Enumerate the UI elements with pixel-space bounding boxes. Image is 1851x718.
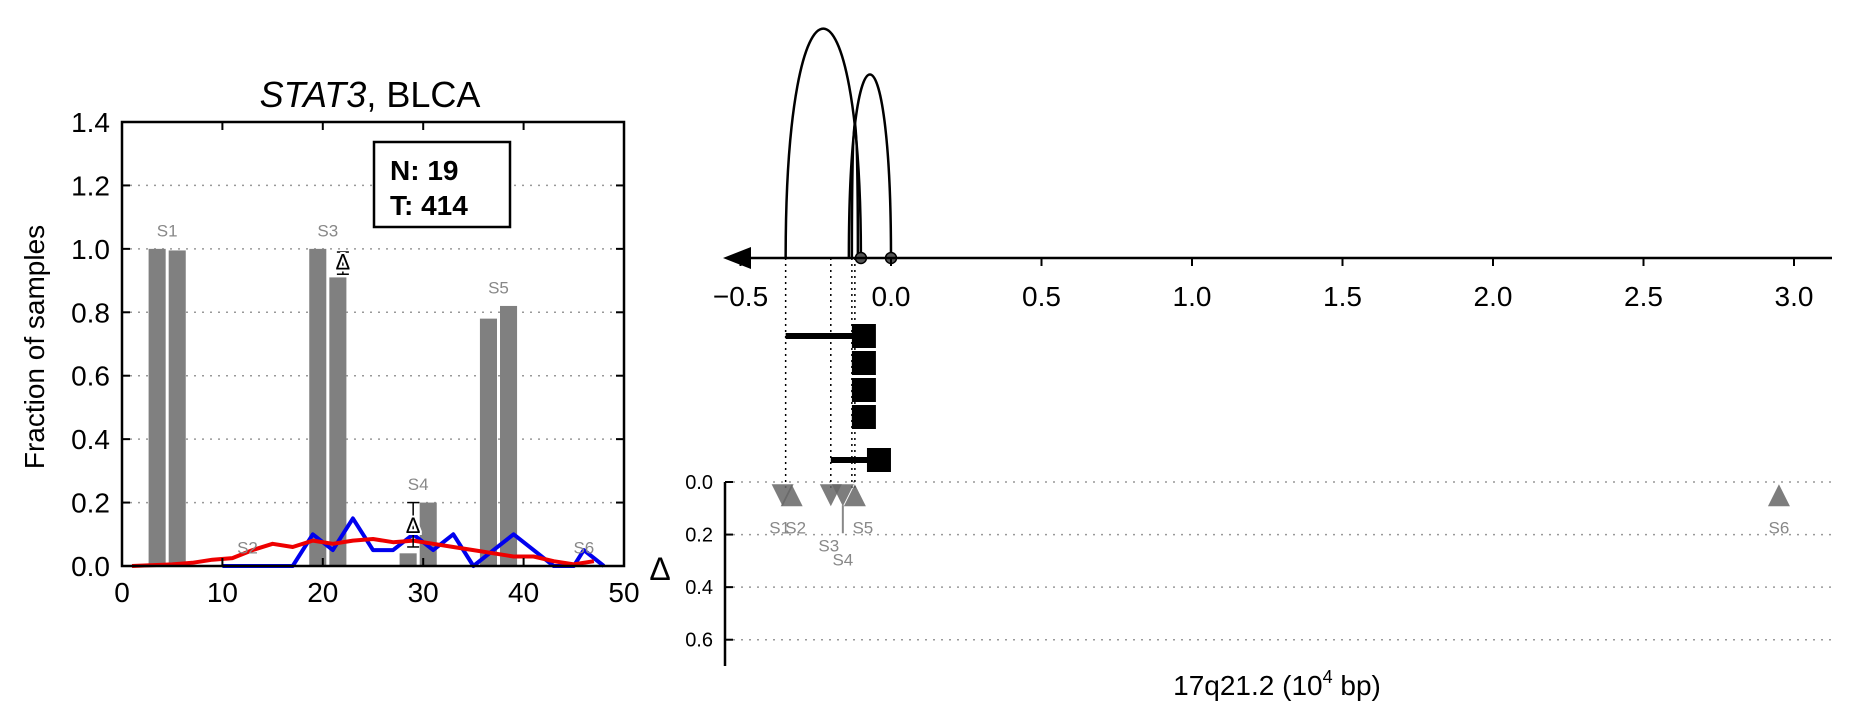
axis-arrow-icon (723, 247, 751, 269)
bar (479, 318, 497, 566)
delta-marker: Δ (406, 513, 421, 538)
genomic-xtick-label: 2.5 (1624, 281, 1663, 312)
left-segment-labels: S1 S2 S3 S4 S5 S6 (157, 222, 594, 558)
segment-triangle-label: S4 (832, 550, 853, 569)
segment-label: S5 (488, 279, 509, 298)
segment-triangle-label: S3 (818, 536, 839, 555)
segment-triangle (831, 484, 854, 507)
left-ytick-label: 1.4 (71, 107, 110, 138)
left-bars (148, 248, 518, 566)
right-ylabel: Δ (649, 551, 670, 587)
segment-triangle-label: S1 (769, 518, 790, 537)
segment-label: S2 (237, 539, 258, 558)
left-chart-title: STAT3, BLCA (260, 74, 481, 115)
delta-ytick-label: 0.2 (685, 525, 713, 547)
genomic-xtick-label: −0.5 (713, 281, 768, 312)
left-xtick-label: 50 (608, 577, 639, 608)
interaction-arc (847, 73, 893, 259)
delta-ytick-label: 0.6 (685, 630, 713, 652)
right-delta-axis: 0.0 0.2 0.4 0.6 (685, 472, 733, 666)
segment-label: S3 (317, 222, 338, 241)
segment-triangle-label: S6 (1769, 518, 1790, 537)
genomic-xtick-label: 0.5 (1022, 281, 1061, 312)
left-ytick-label: 0.4 (71, 424, 110, 455)
segment-triangle (771, 484, 794, 507)
left-ytick-label: 0.8 (71, 297, 110, 328)
delta-ytick-label: 0.4 (685, 577, 713, 599)
bar (309, 248, 327, 566)
bar (329, 277, 347, 566)
right-arcs (784, 27, 898, 265)
transcript-box (851, 378, 876, 402)
genomic-xtick-label: 1.0 (1173, 281, 1212, 312)
left-plot-frame (120, 120, 626, 568)
left-series-lines (131, 516, 606, 568)
right-xlabel: 17q21.2 (104 bp) (1173, 667, 1381, 701)
left-xtick-label: 30 (408, 577, 439, 608)
left-axis-ticks: 0.0 0.2 0.4 0.6 0.8 1.0 1.2 1.4 0 10 20 30 40 50 (71, 107, 640, 608)
left-ytick-label: 1.0 (71, 234, 110, 265)
transcript-box (851, 405, 876, 429)
title-rest: , BLCA (366, 74, 480, 115)
bar (419, 502, 437, 566)
transcript-box (851, 351, 876, 375)
xlabel-suffix: bp) (1333, 670, 1381, 701)
bar (148, 248, 166, 566)
title-gene: STAT3 (260, 74, 367, 115)
segment-label: S1 (157, 222, 178, 241)
bar (399, 553, 417, 566)
counts-n: N: 19 (390, 155, 458, 186)
delta-ytick-label: 0.0 (685, 472, 713, 494)
segment-triangle (843, 484, 866, 507)
segment-label: S6 (573, 539, 594, 558)
left-gridlines (122, 184, 624, 504)
bar (500, 305, 518, 566)
xlabel-exponent: 4 (1323, 667, 1333, 687)
left-xtick-label: 20 (307, 577, 338, 608)
transcript-box (851, 324, 876, 348)
series-line (131, 537, 595, 568)
right-dotted-guides (784, 258, 856, 488)
counts-box: N: 19 T: 414 (372, 140, 512, 229)
genomic-xtick-label: 3.0 (1775, 281, 1814, 312)
genomic-xtick-label: 2.0 (1474, 281, 1513, 312)
right-genomic-axis: −0.5 0.0 0.5 1.0 1.5 2.0 2.5 3.0 (713, 247, 1832, 312)
bar (168, 250, 186, 566)
right-transcripts (785, 324, 891, 472)
left-delta-markers: ΔΔ (334, 248, 423, 548)
delta-marker: Δ (336, 250, 351, 275)
left-xtick-label: 0 (114, 577, 130, 608)
segment-triangle-label: S2 (785, 518, 806, 537)
left-panel: STAT3, BLCA Fraction of samples S1 S2 S3 S4… (19, 74, 640, 608)
right-gridlines (725, 481, 1832, 641)
genomic-xtick-label: 0.0 (872, 281, 911, 312)
counts-box-frame (372, 140, 512, 229)
transcript-box (866, 448, 891, 472)
xlabel-prefix: 17q21.2 (10 (1173, 670, 1322, 701)
segment-triangle-label: S5 (852, 518, 873, 537)
left-xtick-label: 10 (207, 577, 238, 608)
interaction-arc (850, 119, 860, 259)
counts-t: T: 414 (390, 190, 468, 221)
segment-triangle (780, 484, 803, 507)
left-ytick-label: 1.2 (71, 170, 110, 201)
segment-label: S4 (408, 475, 429, 494)
segment-triangle (1767, 484, 1790, 507)
left-ytick-label: 0.2 (71, 488, 110, 519)
left-xtick-label: 40 (508, 577, 539, 608)
left-ytick-label: 0.6 (71, 361, 110, 392)
left-ylabel: Fraction of samples (19, 225, 50, 469)
genomic-xtick-label: 1.5 (1323, 281, 1362, 312)
left-ytick-label: 0.0 (71, 551, 110, 582)
